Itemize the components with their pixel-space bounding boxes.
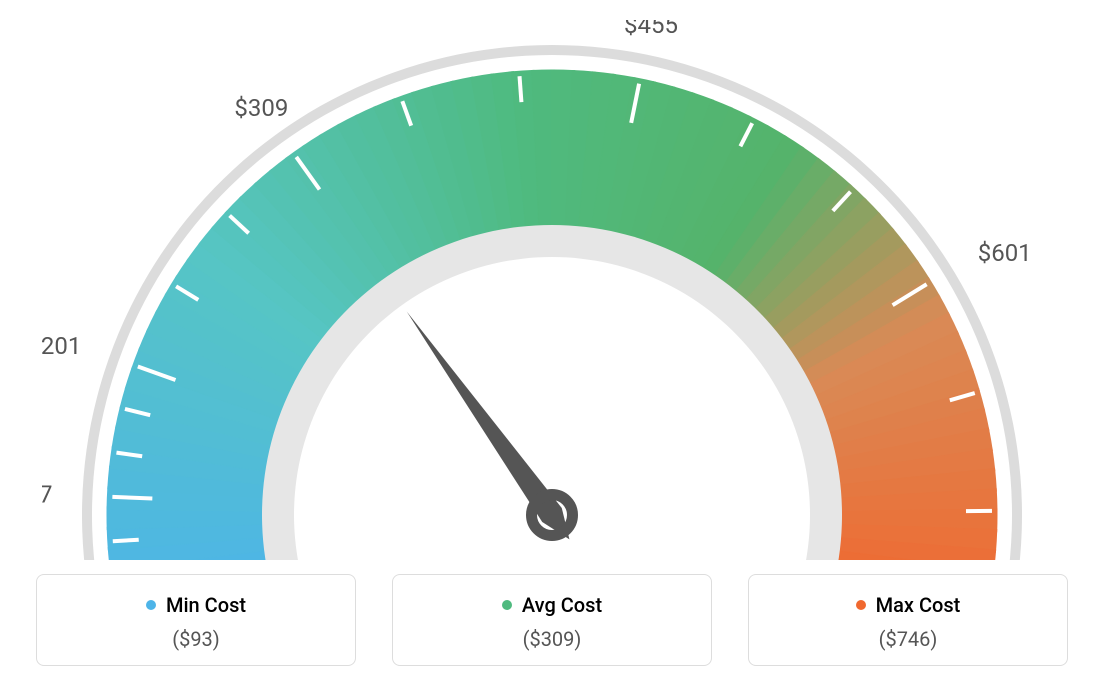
dot-icon [146,600,156,610]
legend-card-min: Min Cost ($93) [36,574,356,666]
dot-icon [502,600,512,610]
legend-card-avg: Avg Cost ($309) [392,574,712,666]
legend-label-max: Max Cost [876,593,961,617]
cost-gauge: $93$147$201$309$455$601$746 [42,20,1062,560]
svg-text:$201: $201 [42,332,81,360]
gauge-svg: $93$147$201$309$455$601$746 [42,20,1062,560]
dot-icon [856,600,866,610]
legend-row: Min Cost ($93) Avg Cost ($309) Max Cost … [36,574,1068,666]
legend-title-max: Max Cost [856,593,961,617]
legend-value-max: ($746) [749,627,1067,651]
svg-text:$147: $147 [42,480,52,508]
legend-label-min: Min Cost [166,593,246,617]
svg-text:$309: $309 [234,94,288,122]
legend-card-max: Max Cost ($746) [748,574,1068,666]
svg-text:$455: $455 [624,20,678,39]
legend-title-avg: Avg Cost [502,593,602,617]
svg-text:$601: $601 [978,239,1032,267]
legend-value-min: ($93) [37,627,355,651]
legend-label-avg: Avg Cost [522,593,602,617]
legend-value-avg: ($309) [393,627,711,651]
legend-title-min: Min Cost [146,593,246,617]
